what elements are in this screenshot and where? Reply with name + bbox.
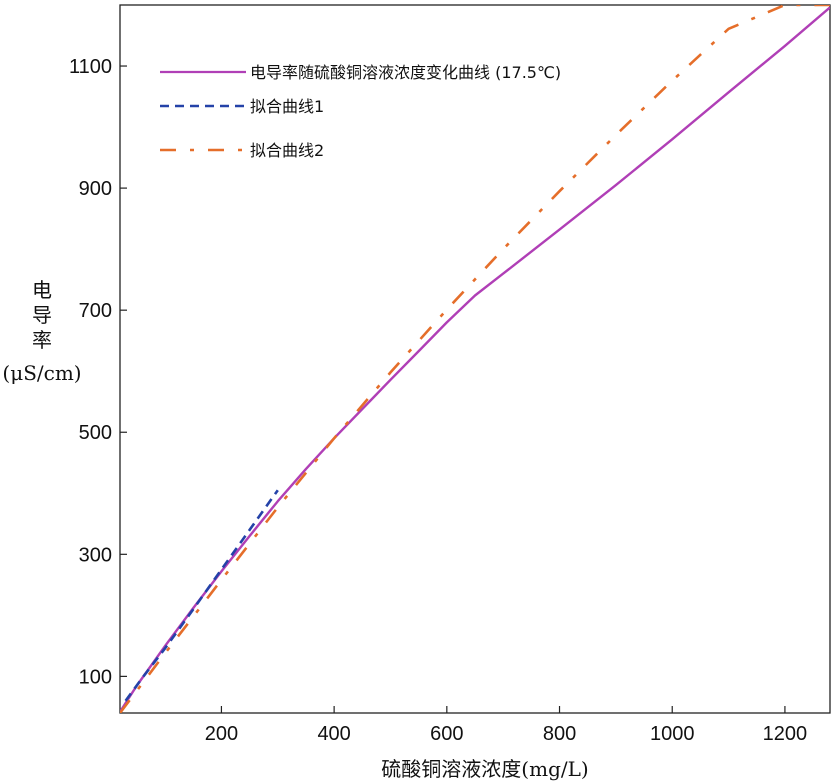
- axis-ticks: 200 400 600 800 1000 1200 100 300 500 700 900 1100: [69, 56, 807, 745]
- y-axis-title-line-3: (μS/cm): [2, 361, 81, 385]
- y-axis-title: 电导率 (μS/cm): [2, 278, 81, 385]
- x-axis-title: 硫酸铜溶液浓度(mg/L): [381, 757, 588, 781]
- y-tick-label-3: 700: [79, 300, 112, 322]
- y-tick-label-4: 900: [79, 178, 112, 200]
- x-tick-label-0: 200: [205, 723, 238, 745]
- legend-label-0: 电导率随硫酸铜溶液浓度变化曲线 (17.5℃): [250, 63, 561, 82]
- plot-frame: [119, 4, 831, 714]
- x-tick-label-4: 1000: [650, 723, 695, 745]
- y-axis-title-line-0: 电: [32, 278, 52, 302]
- series-line-0: [120, 6, 830, 713]
- series-line-2: [120, 5, 830, 713]
- y-axis-title-line-2: 率: [32, 328, 52, 352]
- x-tick-label-1: 400: [317, 723, 350, 745]
- x-tick-label-3: 800: [543, 723, 576, 745]
- y-axis-title-line-1: 导: [32, 303, 52, 327]
- legend-label-1: 拟合曲线1: [250, 97, 324, 116]
- legend: 电导率随硫酸铜溶液浓度变化曲线 (17.5℃) 拟合曲线1 拟合曲线2: [160, 63, 561, 160]
- x-tick-label-5: 1200: [763, 723, 808, 745]
- series-line-1: [124, 489, 279, 702]
- x-tick-label-2: 600: [430, 723, 463, 745]
- series-layer: [120, 5, 830, 713]
- y-tick-label-1: 300: [79, 544, 112, 566]
- y-tick-label-5: 1100: [69, 56, 112, 78]
- y-tick-label-0: 100: [79, 666, 112, 688]
- y-tick-label-2: 500: [79, 422, 112, 444]
- legend-label-2: 拟合曲线2: [250, 141, 324, 160]
- plot-border: [119, 4, 831, 714]
